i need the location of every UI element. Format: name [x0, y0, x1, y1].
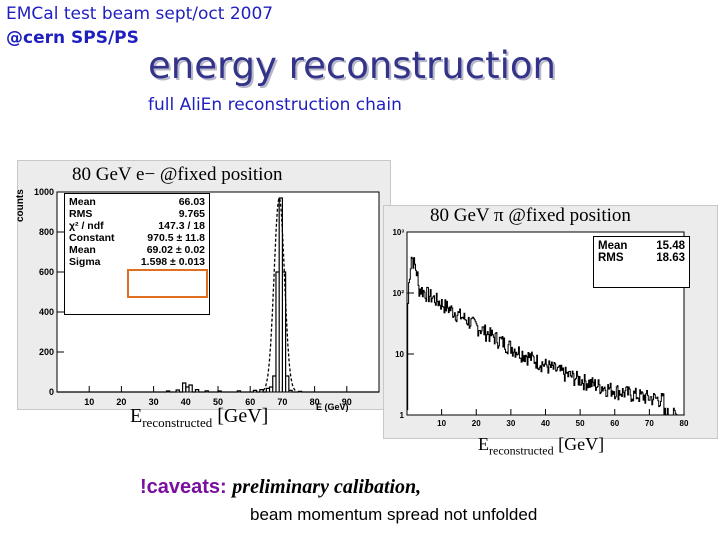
x-tick-label: 50 — [213, 397, 223, 407]
stats-value: 1.598 ± 0.013 — [140, 256, 205, 268]
x-tick-label: 40 — [181, 397, 191, 407]
electron-energy-axis-label: Ereconstructed [GeV] — [130, 405, 269, 430]
stats-name: Sigma — [69, 256, 101, 268]
histogram-bars — [57, 197, 379, 393]
stats-row: Sigma 1.598 ± 0.013 — [65, 256, 209, 268]
caveats-line1: !caveats: preliminary calibation, — [140, 476, 422, 498]
y-tick-label: 10³ — [392, 228, 404, 237]
stats-row: Mean 69.02 ± 0.02 — [65, 244, 209, 256]
x-tick-label: 30 — [149, 397, 159, 407]
x-tick-label: 20 — [472, 419, 481, 428]
y-tick-label: 0 — [49, 387, 54, 397]
pion-plot-label: 80 GeV π @fixed position — [430, 205, 631, 226]
stats-value: 18.63 — [656, 252, 685, 264]
electron-ylabel: counts — [15, 189, 26, 222]
y-tick-label: 10 — [395, 350, 404, 359]
pion-stats-box: Mean 15.48 RMS 18.63 — [593, 236, 690, 288]
x-tick-label: 20 — [116, 397, 126, 407]
electron-xlabel: E (GeV) — [316, 402, 349, 412]
stats-name: RMS — [69, 208, 93, 220]
stats-name: Mean — [598, 240, 628, 252]
y-tick-label: 1000 — [34, 187, 54, 197]
caveats-line2: beam momentum spread not unfolded — [250, 505, 538, 524]
x-tick-label: 70 — [645, 419, 654, 428]
x-tick-label: 80 — [680, 419, 689, 428]
stats-value: 970.5 ± 11.8 — [147, 232, 205, 244]
x-tick-label: 60 — [245, 397, 255, 407]
electron-plot-label: 80 GeV e− @fixed position — [72, 164, 283, 185]
y-tick-label: 200 — [39, 347, 54, 357]
y-tick-label: 400 — [39, 307, 54, 317]
header-line2: @cern SPS/PS — [6, 28, 139, 48]
stats-name: RMS — [598, 252, 624, 264]
stats-name: Mean — [69, 196, 96, 208]
stats-row: Mean 66.03 — [65, 196, 209, 208]
stats-value: 9.765 — [178, 208, 205, 220]
x-tick-label: 80 — [310, 397, 320, 407]
pion-energy-axis-label: Ereconstructed [GeV] — [478, 434, 605, 458]
histogram-bars — [407, 256, 685, 416]
y-tick-label: 1 — [400, 411, 405, 420]
x-tick-label: 10 — [84, 397, 94, 407]
y-tick-label: 800 — [39, 227, 54, 237]
stats-value: 69.02 ± 0.02 — [146, 244, 205, 256]
y-tick-label: 10² — [392, 289, 404, 298]
stats-value: 15.48 — [656, 240, 685, 252]
page-title: energy reconstruction — [148, 44, 556, 87]
x-tick-label: 40 — [541, 419, 550, 428]
stats-row: RMS 9.765 — [65, 208, 209, 220]
stats-name: Constant — [69, 232, 115, 244]
stats-row: Mean 15.48 — [594, 240, 689, 252]
x-tick-label: 90 — [342, 397, 352, 407]
stats-row: χ² / ndf 147.3 / 18 — [65, 220, 209, 232]
electron-stats-box: Mean 66.03 RMS 9.765 χ² / ndf 147.3 / 18 Const… — [64, 193, 210, 315]
header-line1: EMCal test beam sept/oct 2007 — [6, 4, 274, 24]
page-subtitle: full AliEn reconstruction chain — [148, 95, 402, 115]
x-tick-label: 60 — [610, 419, 619, 428]
x-tick-label: 50 — [576, 419, 585, 428]
stats-name: Mean — [69, 244, 96, 256]
stats-value: 66.03 — [178, 196, 205, 208]
stats-value: 147.3 / 18 — [158, 220, 205, 232]
stats-row: RMS 18.63 — [594, 252, 689, 264]
fit-mean-highlight — [127, 269, 208, 298]
y-tick-label: 600 — [39, 267, 54, 277]
x-tick-label: 30 — [506, 419, 515, 428]
stats-name: χ² / ndf — [69, 220, 104, 232]
x-tick-label: 10 — [437, 419, 446, 428]
x-tick-label: 70 — [277, 397, 287, 407]
stats-row: Constant 970.5 ± 11.8 — [65, 232, 209, 244]
gaussian-fit-curve — [262, 197, 296, 392]
